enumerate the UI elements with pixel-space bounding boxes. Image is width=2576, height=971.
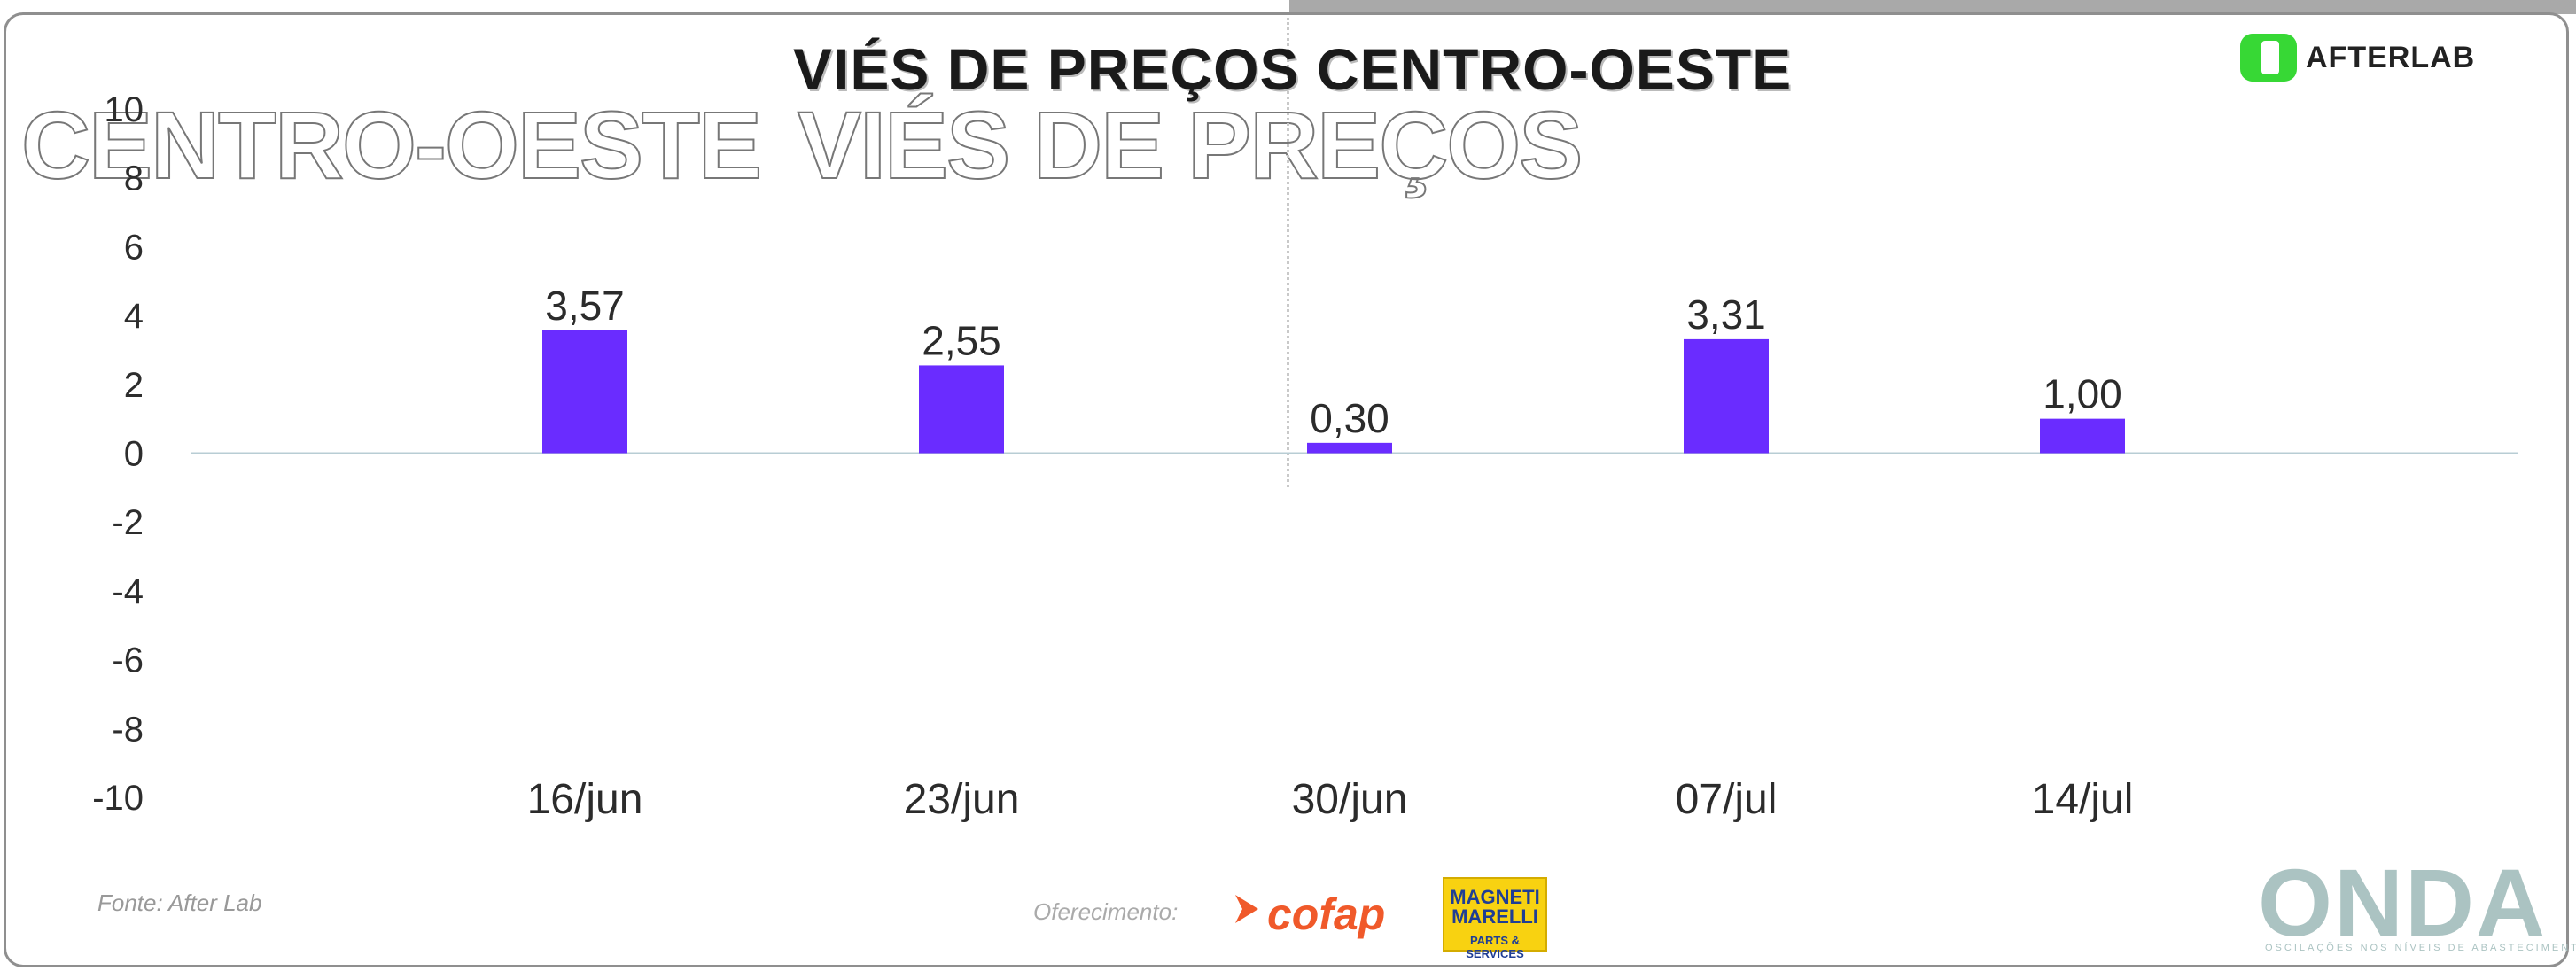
offered-by-label: Oferecimento: — [1033, 898, 1179, 925]
bar — [2040, 418, 2125, 454]
source-note: Fonte: After Lab — [97, 889, 262, 916]
y-tick-label: 4 — [124, 297, 144, 336]
bar — [1684, 338, 1769, 454]
y-axis: 10 8 6 4 2 0 -2 -4 -6 -8 -10 — [92, 90, 144, 818]
x-tick-label: 07/jul — [1676, 776, 1778, 823]
onda-tagline: OSCILAÇÕES NOS NÍVEIS DE ABASTECIMENTO E… — [2265, 943, 2576, 953]
data-labels: 3,57 2,55 0,30 3,31 1,00 — [545, 283, 2122, 441]
y-tick-label: 6 — [124, 228, 144, 267]
ghost-title-text: VIÉS DE PREÇOS — [797, 91, 1584, 198]
dotted-divider — [1287, 18, 1289, 487]
bar-value-label: 0,30 — [1310, 395, 1389, 441]
onda-logo: ONDA — [2258, 849, 2547, 956]
top-border-strip — [1289, 0, 2576, 14]
y-tick-label: 2 — [124, 366, 144, 405]
y-tick-label: 0 — [124, 435, 144, 474]
magneti-marelli-tagline: PARTS & SERVICES — [1466, 934, 1524, 960]
bar-value-label: 3,57 — [545, 283, 625, 329]
bar-value-label: 3,31 — [1686, 291, 1766, 338]
y-tick-label: -2 — [112, 503, 144, 542]
y-tick-label: -8 — [112, 710, 144, 749]
y-tick-label: -4 — [112, 572, 144, 611]
x-tick-label: 14/jul — [2032, 776, 2134, 823]
cofap-mark-icon — [1235, 895, 1258, 923]
bar-value-label: 1,00 — [2043, 371, 2122, 417]
bar — [542, 330, 627, 454]
y-tick-label: 10 — [105, 90, 144, 129]
magneti-marelli-name: MAGNETI MARELLI — [1450, 886, 1540, 928]
afterlab-logo: AFTERLAB — [2240, 34, 2475, 82]
page-title: VIÉS DE PREÇOS CENTRO-OESTE — [793, 36, 1793, 102]
magneti-marelli-logo: MAGNETI MARELLI PARTS & SERVICES — [1443, 877, 1547, 960]
x-tick-label: 23/jun — [904, 776, 1020, 823]
chart-frame — [4, 12, 2569, 967]
bar — [1307, 442, 1392, 454]
y-tick-label: -10 — [92, 779, 144, 818]
x-tick-label: 30/jun — [1292, 776, 1408, 823]
x-tick-label: 16/jun — [527, 776, 643, 823]
afterlab-logo-icon — [2240, 34, 2297, 82]
ghost-region-text: CENTRO-OESTE — [20, 91, 763, 198]
y-tick-label: -6 — [112, 641, 144, 680]
y-tick-label: 8 — [124, 159, 144, 198]
bar — [919, 365, 1004, 454]
cofap-logo: cofap — [1267, 889, 1386, 939]
bar-value-label: 2,55 — [922, 317, 1001, 363]
afterlab-logo-text: AFTERLAB — [2306, 40, 2476, 74]
x-axis-labels: 16/jun 23/jun 30/jun 07/jul 14/jul — [527, 776, 2134, 823]
bar-series — [542, 330, 2125, 454]
